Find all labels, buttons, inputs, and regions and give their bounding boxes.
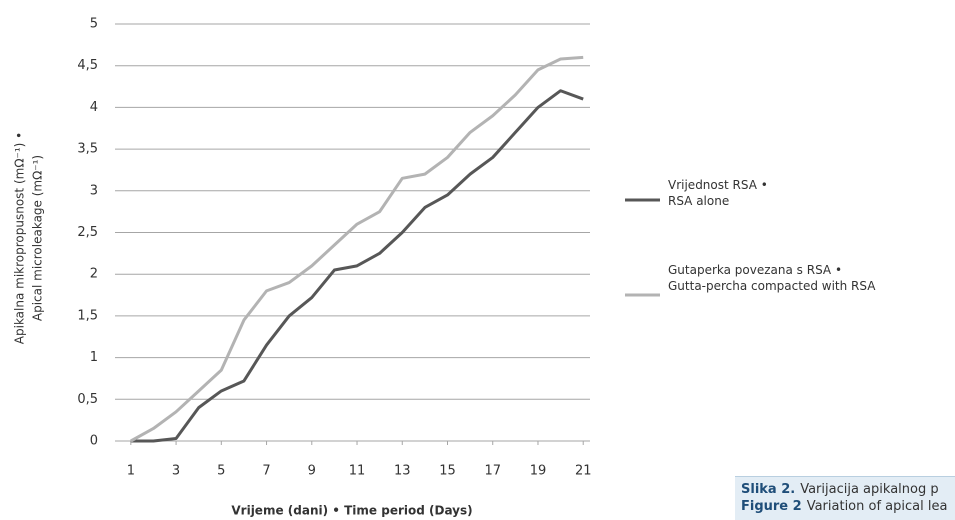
y-tick-label: 3,5 xyxy=(77,142,98,157)
caption-text: Variation of apical lea xyxy=(806,499,948,514)
series-line xyxy=(130,89,584,443)
y-tick-label: 2 xyxy=(90,267,98,282)
caption-line: Figure 2 Variation of apical lea xyxy=(741,498,955,515)
x-tick-label: 21 xyxy=(575,464,592,479)
x-tick-label: 19 xyxy=(530,464,547,479)
x-tick-label: 13 xyxy=(394,464,411,479)
y-tick-label: 0 xyxy=(90,434,98,449)
caption: Slika 2. Varijacija apikalnog p Figure 2 V… xyxy=(735,476,955,520)
y-axis-label-line: Apical microleakage (mΩ⁻¹) xyxy=(31,155,45,321)
y-axis-label: Apikalna mikropropusnost (mΩ⁻¹) • Apical… xyxy=(13,132,45,344)
x-axis-label: Vrijeme (dani) • Time period (Days) xyxy=(231,504,472,518)
x-tick-label: 1 xyxy=(127,464,135,479)
series-line xyxy=(130,55,584,443)
y-tick-label: 3 xyxy=(90,183,98,198)
caption-label: Figure 2 xyxy=(741,499,802,514)
y-tick-label: 5 xyxy=(90,17,98,32)
legend-entry: Vrijednost RSA • RSA alone xyxy=(668,178,768,208)
x-tick-label: 15 xyxy=(439,464,456,479)
y-tick-label: 1,5 xyxy=(77,308,98,323)
x-tick-label: 9 xyxy=(308,464,316,479)
legend-entry: Gutaperka povezana s RSA • Gutta-percha … xyxy=(668,263,876,293)
y-tick-label: 0,5 xyxy=(77,392,98,407)
y-axis-label-line: Apikalna mikropropusnost (mΩ⁻¹) • xyxy=(13,132,27,344)
y-tick-label: 4,5 xyxy=(77,58,98,73)
x-tick-label: 5 xyxy=(217,464,225,479)
caption-line: Slika 2. Varijacija apikalnog p xyxy=(741,481,955,498)
x-tick-label: 3 xyxy=(172,464,180,479)
x-tick-label: 17 xyxy=(484,464,501,479)
caption-label: Slika 2. xyxy=(741,482,796,497)
x-tick-label: 7 xyxy=(262,464,270,479)
y-tick-label: 1 xyxy=(90,350,98,365)
caption-text: Varijacija apikalnog p xyxy=(800,482,939,497)
x-tick-label: 11 xyxy=(349,464,366,479)
y-tick-label: 4 xyxy=(90,100,98,115)
y-tick-label: 2,5 xyxy=(77,225,98,240)
